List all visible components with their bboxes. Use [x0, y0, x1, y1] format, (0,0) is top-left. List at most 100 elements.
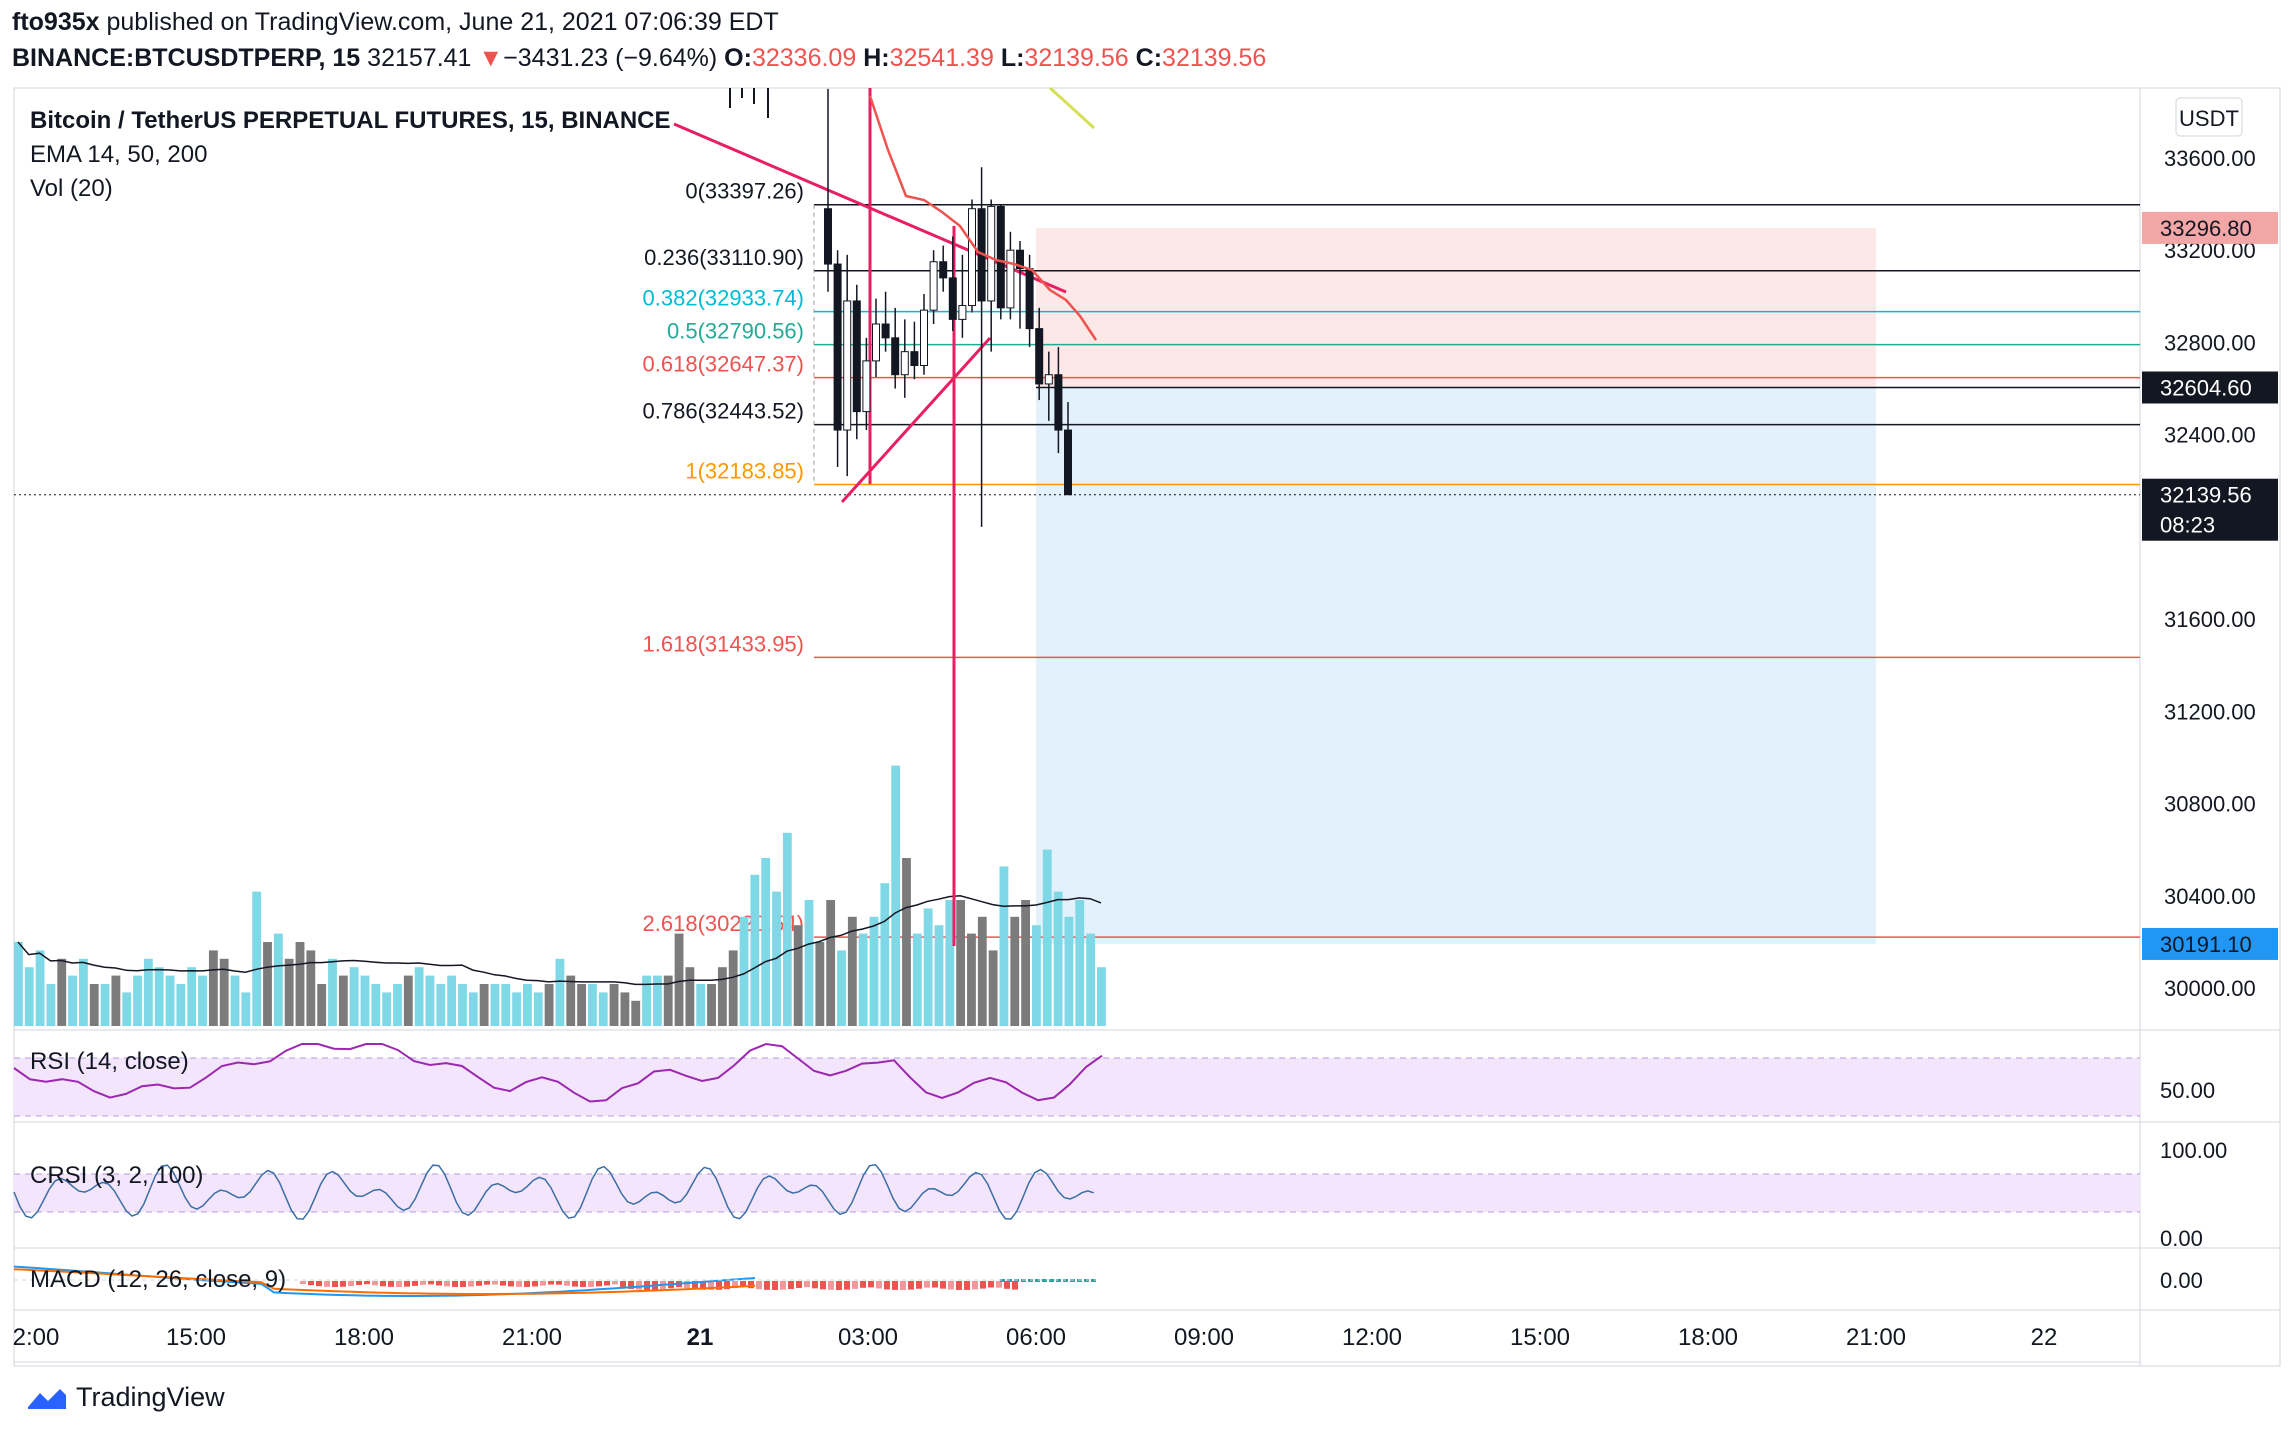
volume-bars [14, 765, 1106, 1026]
macd-histogram-bar [764, 1281, 770, 1290]
volume-bar [133, 975, 142, 1026]
price-axis[interactable]: 33600.0033200.0032800.0032400.0031600.00… [2164, 146, 2256, 1001]
macd-histogram-bar [724, 1281, 730, 1290]
volume-bar [902, 858, 911, 1026]
publisher-name[interactable]: fto935x [12, 8, 100, 36]
price-tag-bg [2142, 478, 2278, 541]
fib-level-label: 1(32183.85) [685, 459, 804, 484]
price-tag-bg [2142, 371, 2278, 404]
price-tag-bg [2142, 211, 2278, 244]
macd-histogram-bar [700, 1281, 706, 1290]
volume-bar [252, 891, 262, 1026]
macd-histogram-bar [900, 1281, 906, 1290]
price-tick-label: 32400.00 [2164, 423, 2256, 448]
macd-histogram-bar [756, 1281, 762, 1290]
publish-info: fto935x published on TradingView.com, Ju… [12, 8, 779, 37]
volume-bar [912, 933, 922, 1026]
time-tick-label: 03:00 [838, 1324, 898, 1351]
crsi-label[interactable]: CRSI (3, 2, 100) [30, 1162, 204, 1189]
open-label: O: [724, 44, 752, 72]
legend-title[interactable]: Bitcoin / TetherUS PERPETUAL FUTURES, 15… [30, 107, 671, 134]
macd-histogram-bar [692, 1281, 698, 1290]
volume-bar [1010, 916, 1020, 1026]
macd-histogram-bar [940, 1281, 946, 1289]
volume-bar [78, 958, 88, 1026]
last-price: 32157.41 [367, 44, 472, 72]
macd-histogram-bar [564, 1281, 570, 1286]
macd-histogram-bar [1012, 1281, 1018, 1290]
volume-bar [1042, 849, 1052, 1026]
macd-histogram-bar [484, 1281, 490, 1285]
tradingview-logo[interactable]: TradingView [26, 1382, 225, 1413]
macd-histogram-bar [556, 1281, 562, 1285]
macd-histogram-bar [1004, 1281, 1010, 1289]
candle-body [843, 300, 852, 431]
price-tick-label: 33600.00 [2164, 146, 2256, 171]
candle-body [1035, 328, 1044, 385]
volume-bar [847, 916, 857, 1026]
fib-level-label: 0.236(33110.90) [644, 245, 804, 270]
volume-bar [685, 967, 695, 1026]
macd-histogram-bar [604, 1281, 610, 1286]
candle-body [1044, 374, 1053, 385]
macd-histogram-bar [532, 1281, 538, 1287]
rsi-label[interactable]: RSI (14, close) [30, 1048, 189, 1075]
price-tick-label: 32800.00 [2164, 330, 2256, 355]
candle-body [920, 309, 928, 366]
candle-body [1025, 268, 1034, 330]
trend-lines[interactable] [673, 88, 1067, 946]
volume-bar [403, 975, 413, 1026]
macd-histogram-bar [412, 1281, 418, 1286]
take-profit-zone [1036, 387, 1876, 944]
low-value: 32139.56 [1024, 44, 1129, 72]
volume-bar [122, 992, 132, 1026]
volume-bar [100, 984, 110, 1026]
indicator-panes: 50.00 100.00 0.00 0.00 [13, 1042, 2227, 1297]
macd-histogram-bar [332, 1281, 338, 1287]
volume-bar [111, 975, 121, 1026]
macd-histogram-bar [740, 1281, 746, 1288]
volume-bar [1075, 900, 1085, 1026]
legend-ema[interactable]: EMA 14, 50, 200 [30, 141, 208, 168]
time-tick-label: 22 [2031, 1324, 2058, 1351]
volume-bar [14, 942, 23, 1026]
volume-bar [696, 984, 706, 1026]
price-tag-label: 33296.80 [2160, 216, 2252, 241]
open-value: 32336.09 [751, 44, 857, 72]
macd-histogram-bar [988, 1281, 994, 1288]
price-tick-label: 30800.00 [2164, 792, 2256, 817]
volume-bar [219, 958, 229, 1026]
volume-bar [945, 900, 955, 1026]
macd-histogram-bar [340, 1281, 346, 1287]
fib-level-label: 0(33397.26) [685, 179, 804, 204]
macd-histogram-bar [364, 1281, 370, 1285]
volume-bar [977, 916, 987, 1026]
time-axis[interactable]: 2:00 15:00 18:00 21:00 21 03:00 06:00 09:00 12:0… [13, 1324, 2058, 1351]
volume-bar [577, 984, 586, 1026]
macd-histogram-bar [372, 1281, 378, 1286]
down-arrow-icon: ▼ [478, 44, 504, 72]
price-tick-label: 31600.00 [2164, 607, 2256, 632]
volume-bar [154, 967, 164, 1026]
volume-bar [837, 950, 846, 1026]
volume-bar [447, 975, 457, 1026]
macd-histogram-bar [1091, 1279, 1096, 1282]
volume-bar [523, 984, 532, 1026]
legend-vol[interactable]: Vol (20) [30, 175, 113, 202]
volume-bar [382, 992, 392, 1026]
macd-histogram-bar [516, 1281, 522, 1287]
symbol-info-line: BINANCE:BTCUSDTPERP, 15 32157.41 ▼−3431.… [12, 44, 1266, 73]
volume-bar [490, 984, 500, 1026]
volume-bar [587, 984, 597, 1026]
macd-label[interactable]: MACD (12, 26, close, 9) [30, 1266, 287, 1293]
volume-bar [793, 925, 803, 1026]
volume-bar [468, 992, 478, 1026]
candle-body [1054, 374, 1063, 431]
close-label: C: [1135, 44, 1163, 72]
macd-histogram-bar [356, 1281, 362, 1286]
volume-bar [198, 975, 207, 1026]
currency-button[interactable] [2175, 97, 2243, 137]
volume-bar [306, 950, 316, 1026]
volume-bar [393, 984, 402, 1026]
